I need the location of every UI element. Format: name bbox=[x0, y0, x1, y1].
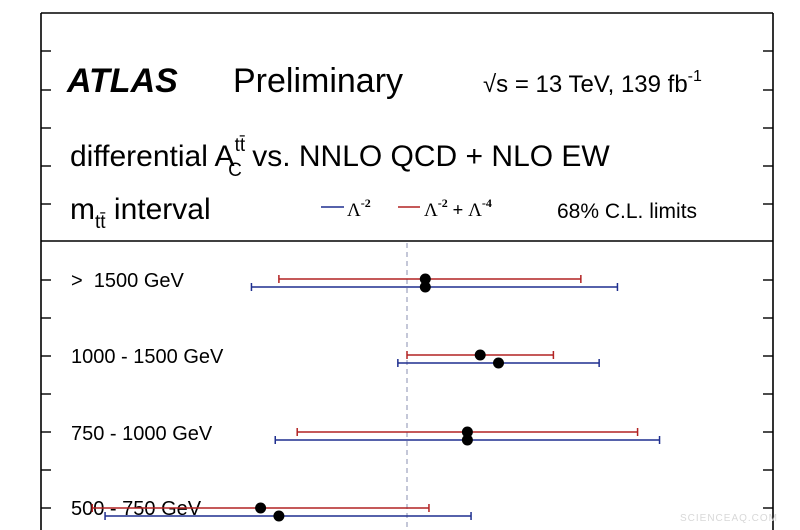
data-point bbox=[493, 357, 504, 369]
frame-ticks bbox=[41, 50, 773, 509]
atlas-label: ATLAS bbox=[66, 62, 178, 100]
data-point bbox=[461, 426, 473, 438]
data-point bbox=[419, 273, 431, 285]
watermark: SCIENCEAQ.COM bbox=[679, 513, 778, 524]
observable-label: differential Att̄ C vs. NNLO QCD + NLO EW bbox=[70, 135, 610, 181]
interval-label: mtt̄ interval bbox=[70, 193, 211, 233]
data-point bbox=[461, 434, 473, 446]
energy-lumi-label: √s = 13 TeV, 139 fb-1 bbox=[483, 68, 702, 98]
legend: Λ-2 Λ-2 + Λ-4 68% C.L. limits bbox=[321, 196, 697, 223]
category-label-0: > 1500 GeV bbox=[71, 270, 185, 292]
category-label-1: 1000 - 1500 GeV bbox=[71, 346, 224, 368]
legend-label-lambda2-lambda4: Λ-2 + Λ-4 bbox=[424, 196, 492, 221]
data-point bbox=[255, 502, 267, 514]
legend-label-lambda2: Λ-2 bbox=[347, 196, 371, 221]
data-marks bbox=[91, 273, 661, 522]
category-label-2: 750 - 1000 GeV bbox=[71, 423, 213, 445]
preliminary-label: Preliminary bbox=[233, 62, 403, 100]
data-point bbox=[474, 349, 486, 361]
category-label-3: 500 - 750 GeV bbox=[71, 498, 202, 520]
data-point bbox=[273, 510, 285, 522]
data-point bbox=[419, 281, 431, 293]
legend-note: 68% C.L. limits bbox=[557, 200, 697, 223]
